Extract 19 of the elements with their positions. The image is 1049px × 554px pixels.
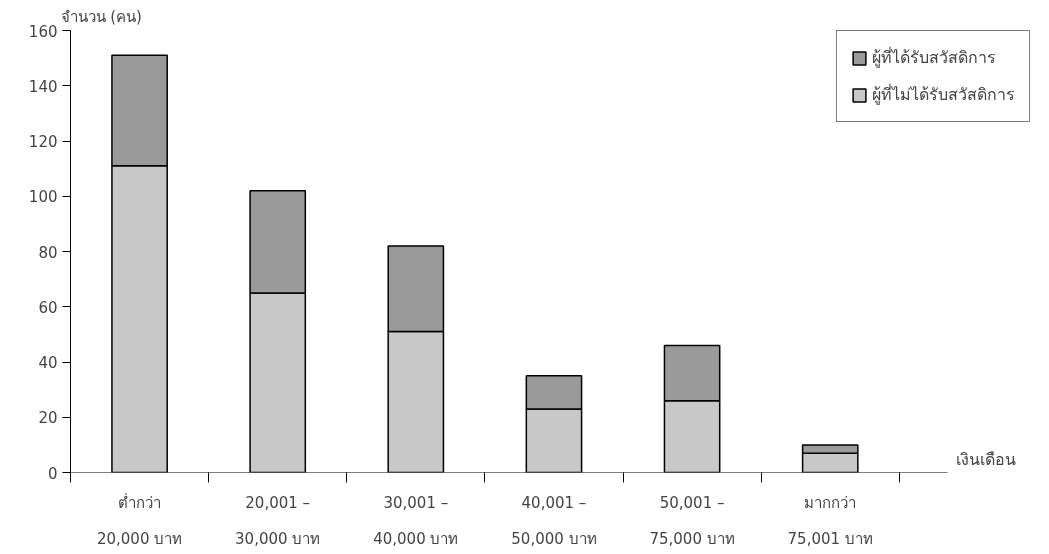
y-tick-label: 80: [38, 243, 58, 262]
y-tick-label: 40: [38, 354, 58, 372]
y-tick-label: 120: [28, 133, 58, 151]
category-label: 30,001 – 40,000 บาท: [373, 493, 459, 548]
category-label: มากกว่า 75,001 บาท: [787, 493, 873, 548]
category-label: ต่ำกว่า 20,000 บาท: [96, 493, 183, 548]
category-label: 20,001 – 30,000 บาท: [235, 493, 321, 548]
y-tick-label: 60: [38, 298, 58, 317]
category-label: 50,001 – 75,000 บาท: [649, 493, 735, 548]
y-tick-label: 160: [28, 22, 58, 41]
y-axis-title: จำนวน (คน): [60, 7, 142, 26]
y-tick-label: 20: [38, 409, 58, 428]
category-label: 40,001 – 50,000 บาท: [511, 493, 597, 548]
legend-label: ผู้ที่ไม่ได้รับสวัสดิการ: [872, 83, 1015, 107]
x-axis-title: เงินเดือน: [955, 449, 1016, 469]
y-tick-label: 0: [47, 464, 58, 483]
legend-label: ผู้ที่ได้รับสวัสดิการ: [872, 46, 996, 70]
y-tick-label: 140: [28, 77, 58, 96]
y-tick-label: 100: [28, 188, 58, 207]
